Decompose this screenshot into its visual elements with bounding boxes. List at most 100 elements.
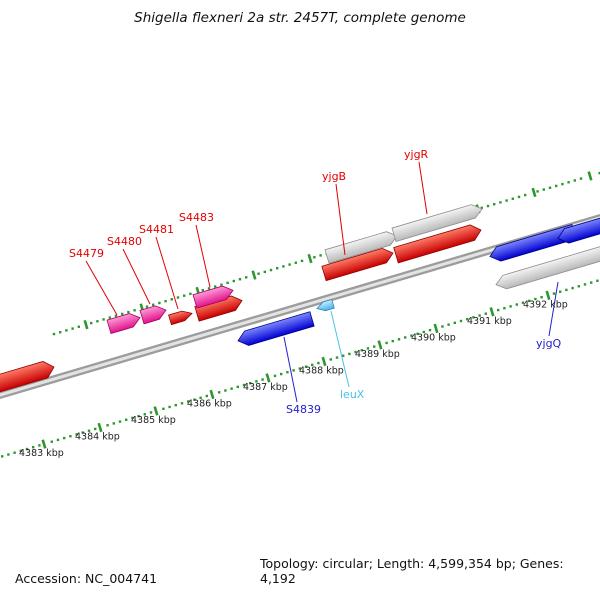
- ruler-tick-major: [97, 422, 103, 433]
- ruler-tick-minor: [121, 312, 124, 316]
- ruler-tick-minor: [145, 305, 149, 308]
- gene-label-S4839[interactable]: S4839: [286, 403, 321, 416]
- gene-label-S4479[interactable]: S4479: [69, 247, 104, 260]
- ruler-kbp-label: 4391 kbp: [467, 316, 512, 327]
- ruler-tick-minor: [102, 318, 105, 321]
- gene-arrow-leuX[interactable]: [316, 298, 335, 312]
- ruler-tick-minor: [63, 436, 66, 440]
- ruler-tick-minor: [71, 327, 74, 330]
- ruler-tick-minor: [131, 416, 134, 420]
- ruler-tick-minor: [311, 363, 314, 367]
- ruler-tick-minor: [69, 435, 72, 438]
- backbone-strand-top: [0, 214, 600, 394]
- accession-text: Accession: NC_004741: [15, 571, 158, 586]
- ruler-tick-minor: [176, 296, 180, 299]
- ruler-tick-minor: [348, 352, 351, 356]
- genes-layer: [0, 202, 600, 396]
- ruler-tick-minor: [59, 331, 62, 334]
- ruler-tick-minor: [499, 201, 502, 204]
- ruler-kbp-label: 4383 kbp: [19, 448, 64, 459]
- ruler-tick-minor: [579, 177, 583, 180]
- ruler-tick-minor: [397, 338, 401, 341]
- ruler-tick-minor: [263, 270, 266, 274]
- gene-label-yjgR[interactable]: yjgR: [404, 148, 429, 161]
- ruler-tick-minor: [149, 411, 153, 414]
- label-leader-line: [122, 248, 151, 305]
- ruler-tick-minor: [183, 294, 186, 297]
- ruler-tick-minor: [276, 267, 279, 270]
- ruler-kbp-label: 4388 kbp: [299, 365, 344, 376]
- ruler-tick-minor: [245, 276, 248, 279]
- ruler-tick-minor: [218, 391, 221, 394]
- ruler-tick-minor: [534, 297, 537, 301]
- ruler-tick-minor: [282, 265, 285, 268]
- ruler-tick-minor: [269, 268, 273, 272]
- gene-label-S4481[interactable]: S4481: [139, 223, 174, 236]
- label-leader-line: [155, 236, 179, 310]
- ruler-tick-minor: [38, 444, 41, 447]
- gene-label-yjgB[interactable]: yjgB: [322, 170, 346, 183]
- ruler-tick-minor: [493, 203, 496, 206]
- ruler-tick-major: [321, 356, 327, 367]
- gene-arrow-S4479[interactable]: [106, 311, 142, 335]
- ruler-tick-minor: [561, 182, 564, 186]
- gene-arrow[interactable]: [494, 243, 600, 292]
- ruler-tick-minor: [509, 305, 512, 308]
- ruler-tick-minor: [422, 330, 425, 334]
- ruler-tick-major: [489, 307, 495, 317]
- label-leader-line: [335, 183, 346, 256]
- ruler-tick-minor: [90, 321, 93, 325]
- ruler-tick-minor: [87, 429, 91, 432]
- ruler-tick-minor: [466, 317, 469, 321]
- ruler-tick-minor: [540, 296, 543, 299]
- gene-arrow-yjgB[interactable]: [321, 246, 395, 282]
- gene-arrow[interactable]: [393, 222, 484, 264]
- label-leader-line: [418, 161, 428, 215]
- gene-arrow-yjgQ[interactable]: [556, 214, 600, 246]
- ruler-tick-minor: [528, 299, 531, 303]
- ruler-tick-minor: [199, 396, 202, 400]
- gene-arrow-S4480[interactable]: [139, 303, 168, 325]
- ruler-tick-minor: [360, 349, 363, 352]
- ruler-tick-minor: [143, 413, 146, 416]
- ruler-ticks-layer: [1, 171, 600, 458]
- gene-arrow[interactable]: [0, 359, 56, 396]
- ruler-tick-minor: [598, 171, 600, 175]
- ruler-tick-minor: [329, 358, 332, 361]
- gene-label-S4480[interactable]: S4480: [107, 235, 142, 248]
- ruler-tick-minor: [205, 394, 208, 398]
- gene-arrow-yjgR[interactable]: [391, 202, 484, 242]
- ruler-tick-minor: [478, 314, 481, 317]
- ruler-tick-minor: [298, 367, 301, 370]
- ruler-tick-minor: [319, 254, 322, 257]
- genome-stats-text: Topology: circular; Length: 4,599,354 bp…: [260, 556, 564, 586]
- ruler-tick-minor: [19, 449, 22, 453]
- gene-label-S4483[interactable]: S4483: [179, 211, 214, 224]
- ruler-tick-minor: [125, 418, 128, 421]
- ruler-tick-minor: [174, 403, 177, 407]
- ruler-tick-minor: [385, 341, 388, 345]
- ruler-tick-minor: [288, 263, 291, 266]
- ruler-tick-minor: [189, 292, 192, 296]
- ruler-tick-minor: [366, 347, 370, 350]
- gene-label-yjgQ[interactable]: yjgQ: [536, 337, 562, 350]
- gene-arrow[interactable]: [324, 229, 399, 264]
- ruler-tick-minor: [7, 453, 10, 456]
- gene-arrow-S4483[interactable]: [192, 284, 235, 309]
- gene-arrow-S4481[interactable]: [168, 309, 194, 326]
- ruler-tick-minor: [201, 288, 204, 292]
- ruler-tick-minor: [517, 195, 521, 199]
- gene-arrow-S4839[interactable]: [236, 311, 315, 348]
- ruler-tick-minor: [65, 329, 68, 332]
- gene-label-leuX[interactable]: leuX: [340, 388, 365, 401]
- ruler-tick-minor: [441, 325, 444, 328]
- ruler-tick-minor: [524, 193, 527, 197]
- ruler-tick-minor: [108, 316, 111, 319]
- ruler-tick-minor: [559, 290, 562, 293]
- ruler-tick-minor: [118, 420, 122, 423]
- ruler-tick-minor: [238, 278, 242, 281]
- ruler-tick-minor: [193, 398, 196, 401]
- label-leader-line: [195, 224, 211, 288]
